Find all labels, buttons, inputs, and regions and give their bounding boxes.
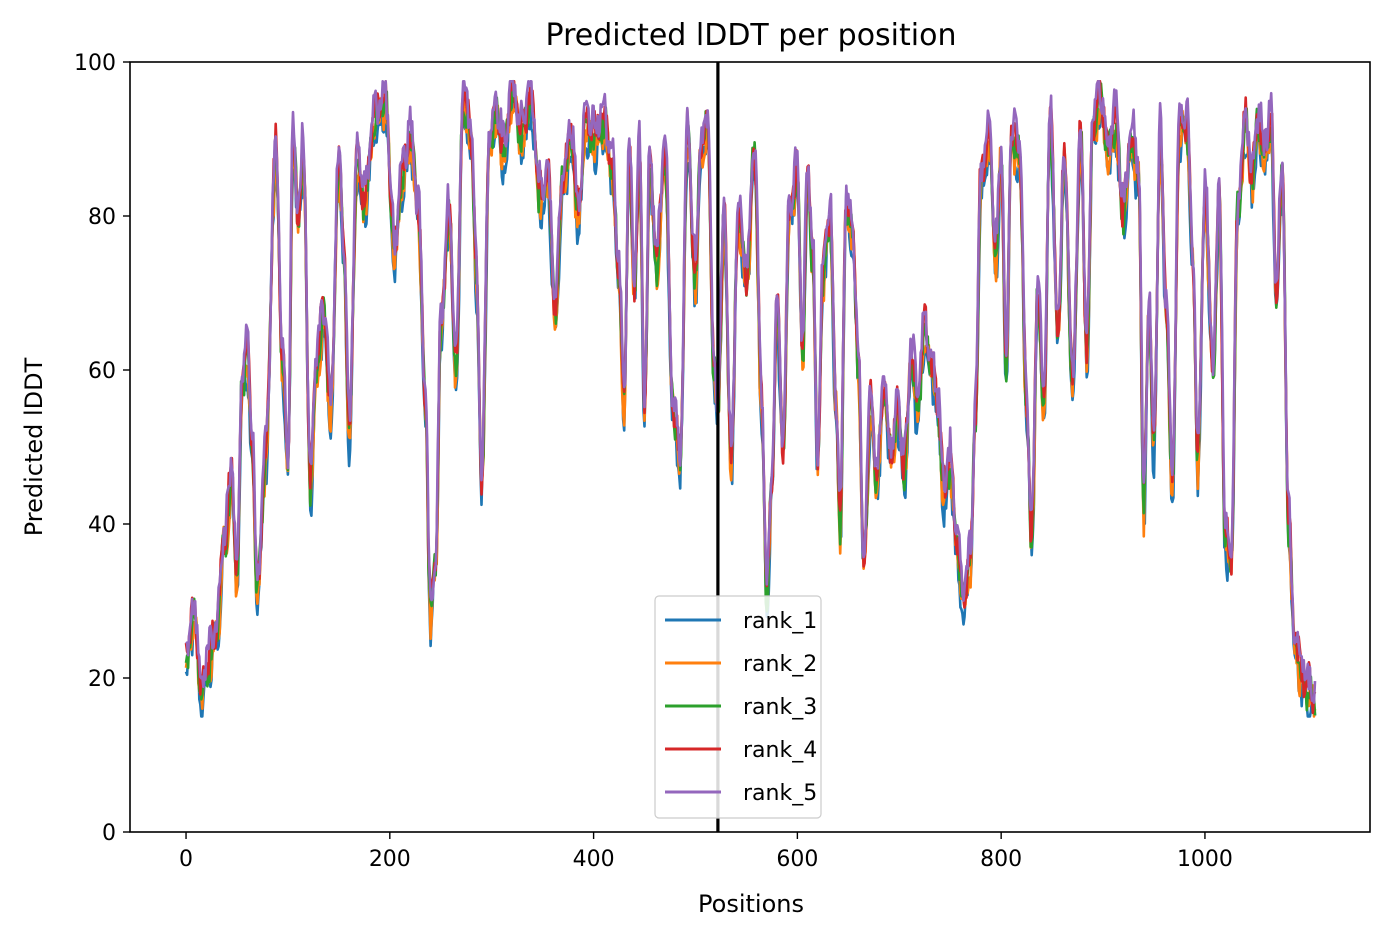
y-tick-label: 100	[74, 51, 116, 76]
x-tick-label: 200	[369, 847, 411, 872]
x-tick-label: 800	[980, 847, 1022, 872]
x-tick-label: 0	[179, 847, 193, 872]
legend-box	[654, 595, 822, 819]
legend: rank_1 rank_2 rank_3 rank_4 rank_5	[654, 595, 822, 819]
chart-title: Predicted lDDT per position	[546, 18, 957, 53]
y-tick-label: 40	[88, 513, 116, 538]
y-tick-label: 20	[88, 667, 116, 692]
y-tick-label: 80	[88, 205, 116, 230]
x-tick-label: 400	[573, 847, 615, 872]
legend-label: rank_2	[743, 652, 817, 677]
y-axis-label: Predicted lDDT	[20, 357, 48, 536]
legend-label: rank_1	[743, 609, 817, 634]
data-layer	[184, 62, 1317, 832]
x-tick-label: 1000	[1177, 847, 1233, 872]
series-line-rank_5	[185, 80, 1317, 704]
y-tick-label: 0	[102, 821, 116, 846]
y-tick-label: 60	[88, 359, 116, 384]
plot-frame	[129, 61, 1371, 833]
y-tick-layer: 0 20 40 60 80 100	[74, 51, 130, 846]
x-tick-layer: 0 200 400 600 800 1000	[179, 832, 1233, 872]
legend-label: rank_5	[743, 781, 817, 806]
legend-label: rank_3	[743, 695, 817, 720]
legend-label: rank_4	[743, 738, 817, 763]
x-axis-label: Positions	[698, 890, 804, 918]
x-tick-label: 600	[776, 847, 818, 872]
